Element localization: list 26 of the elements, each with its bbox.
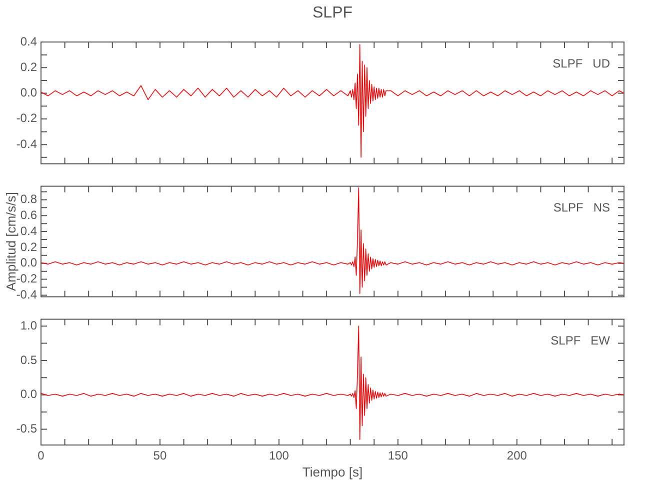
x-tick-label: 150	[388, 448, 408, 463]
x-axis-title: Tiempo [s]	[302, 464, 363, 480]
chart-title: SLPF	[312, 4, 353, 22]
y-tick-label: 0.8	[20, 192, 38, 206]
y-tick-label: 0.4	[20, 34, 38, 48]
y-tick-label: -0.4	[16, 288, 38, 302]
y-tick-label: 0.2	[20, 240, 38, 254]
annotation: SLPF UD	[552, 56, 610, 70]
y-tick-label: 1.0	[20, 318, 38, 332]
y-tick-label: -0.2	[16, 272, 38, 286]
y-tick-label: -0.4	[16, 136, 38, 151]
y-tick-label: -0.5	[16, 422, 38, 436]
y-tick-label: 0.0	[20, 256, 38, 270]
y-tick-label: 0.5	[20, 352, 38, 367]
annotation: SLPF NS	[553, 200, 610, 215]
x-tick-label: 200	[506, 448, 528, 463]
y-tick-label: 0.4	[20, 224, 38, 238]
x-tick-label: 100	[268, 448, 290, 463]
annotation: SLPF EW	[550, 334, 611, 348]
y-tick-label: 0.0	[20, 86, 38, 100]
y-tick-label: -0.2	[16, 111, 38, 126]
y-tick-label: 0.6	[20, 208, 38, 222]
x-tick-label: 50	[153, 448, 167, 463]
y-tick-label: 0.2	[20, 60, 38, 74]
x-tick-label: 0	[38, 448, 45, 463]
y-tick-label: 0.0	[20, 387, 38, 402]
